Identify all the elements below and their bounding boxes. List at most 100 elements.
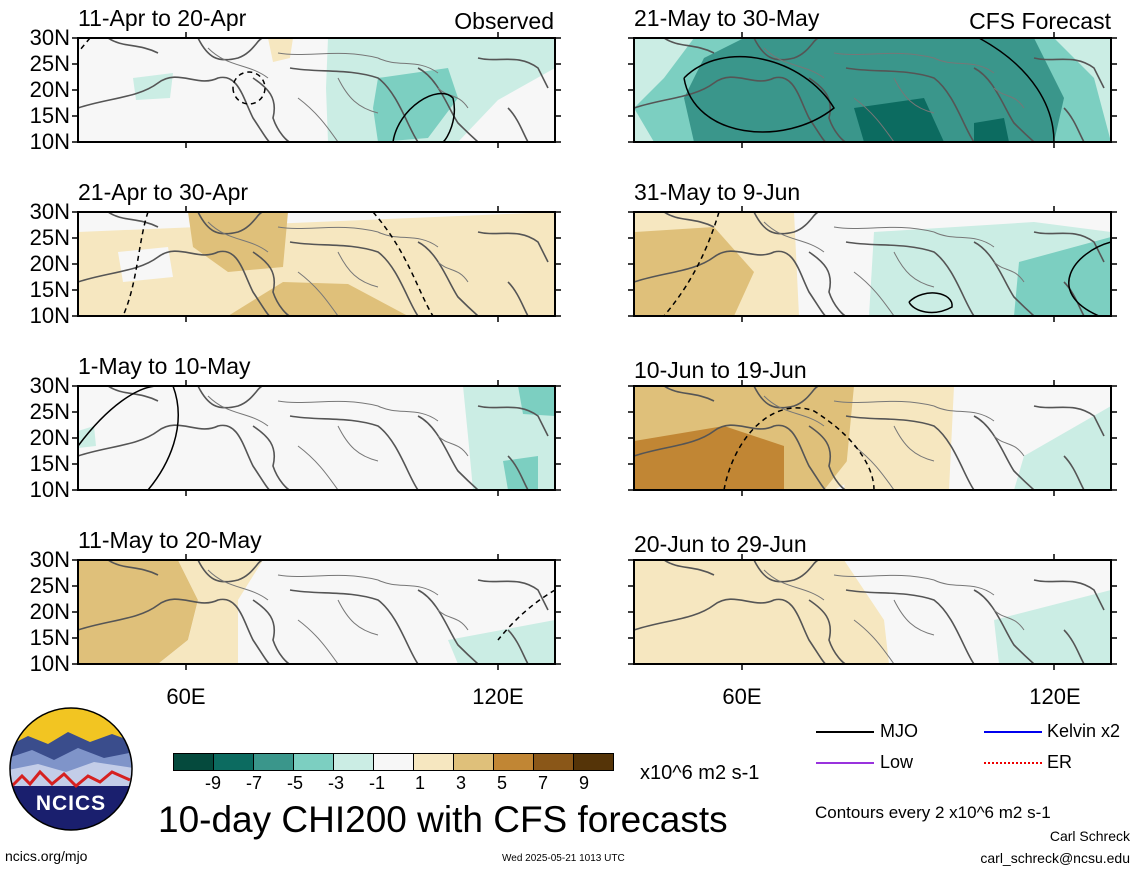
lat-tick-10n: 10N [29, 651, 70, 676]
colorbar-tick: 7 [537, 773, 549, 793]
coastline [477, 231, 549, 263]
coastline [973, 589, 1035, 664]
colorbar-tick: -9 [204, 773, 222, 793]
panel-title-left-2: 21-Apr to 30-Apr [78, 179, 249, 205]
panel-title-left-1: 11-Apr to 20-Apr [78, 5, 247, 31]
coastline [289, 589, 419, 664]
observed-label: Observed [454, 8, 554, 34]
lat-tick-25n: 25N [29, 225, 70, 250]
coastline [197, 386, 264, 409]
coastline [197, 560, 264, 583]
author-email[interactable]: carl_schreck@ncsu.edu [980, 850, 1130, 866]
colorbar-tick: 3 [455, 773, 467, 793]
site-link[interactable]: ncics.org/mjo [5, 848, 88, 864]
coastline [973, 67, 1035, 142]
colorbar [173, 753, 614, 771]
country-border [763, 221, 825, 253]
coastline [845, 589, 975, 664]
lon-tick-60e: 60E [166, 684, 206, 709]
coastline [663, 38, 715, 54]
country-border [337, 599, 379, 636]
shading-region [518, 386, 555, 416]
country-border [933, 231, 995, 248]
coastline [973, 415, 1035, 490]
panel-title-right-4: 20-Jun to 29-Jun [634, 531, 807, 557]
coastline [107, 386, 159, 402]
lat-tick-20n: 20N [29, 77, 70, 102]
country-border [763, 569, 825, 601]
coastline [507, 629, 529, 664]
shading-region [1014, 237, 1111, 316]
country-border [277, 52, 379, 59]
coastline [1063, 455, 1085, 490]
lat-tick-20n: 20N [29, 425, 70, 450]
lat-tick-25n: 25N [29, 399, 70, 424]
coastline [1033, 579, 1105, 611]
lat-tick-10n: 10N [29, 477, 70, 502]
coastline [78, 76, 271, 142]
mjo-contour [978, 38, 1055, 142]
country-border [207, 221, 269, 253]
country-border [833, 52, 935, 59]
colorbar-swatch [333, 753, 374, 771]
country-border [993, 261, 1025, 283]
coastline [845, 67, 975, 142]
lat-tick-30n: 30N [29, 373, 70, 398]
shading-region [634, 426, 784, 490]
lon-tick-120e: 120E [472, 684, 524, 709]
country-border [437, 609, 469, 631]
colorbar-tick: -7 [245, 773, 263, 793]
shading-region [974, 118, 1009, 142]
panel-title-left-3: 1-May to 10-May [78, 353, 251, 379]
legend-line-low [816, 762, 874, 764]
coastline [1033, 231, 1105, 263]
country-border [277, 574, 379, 581]
coastline [289, 67, 419, 142]
shading-region [78, 560, 198, 664]
country-border [893, 425, 935, 462]
coastline [634, 76, 827, 142]
coastline [107, 38, 159, 54]
shading-region [78, 426, 96, 448]
lat-tick-20n: 20N [29, 599, 70, 624]
colorbar-tick: -5 [286, 773, 304, 793]
panel-title-right-2: 31-May to 9-Jun [634, 179, 801, 205]
lat-tick-25n: 25N [29, 51, 70, 76]
colorbar-tick: 1 [414, 773, 426, 793]
country-border [853, 97, 895, 142]
panel-title-right-3: 10-Jun to 19-Jun [634, 357, 807, 383]
coastline [808, 599, 847, 664]
country-border [207, 395, 269, 427]
legend-label-kelvin: Kelvin x2 [1047, 721, 1121, 741]
timestamp: Wed 2025-05-21 1013 UTC [502, 853, 625, 864]
country-border [377, 231, 439, 248]
lat-tick-10n: 10N [29, 129, 70, 154]
coastline [289, 415, 419, 490]
coastline [634, 598, 827, 664]
coastline [252, 77, 291, 142]
panel-title-right-1: 21-May to 30-May [634, 5, 820, 31]
coastline [1063, 629, 1085, 664]
coastline [753, 560, 820, 583]
country-border [377, 579, 439, 596]
legend-label-er: ER [1047, 752, 1073, 772]
country-border [277, 226, 379, 233]
country-border [297, 97, 339, 142]
colorbar-tick: 9 [578, 773, 590, 793]
country-border [763, 395, 825, 427]
shading-region [503, 456, 538, 490]
coastline [663, 560, 715, 576]
country-border [437, 261, 469, 283]
country-border [337, 251, 379, 288]
mjo-contour [497, 589, 555, 641]
country-border [853, 619, 895, 664]
colorbar-swatch [213, 753, 254, 771]
lat-tick-15n: 15N [29, 625, 70, 650]
shading-region [448, 620, 555, 664]
colorbar-units: x10^6 m2 s-1 [640, 762, 760, 784]
legend-label-low: Low [880, 752, 914, 772]
country-border [933, 57, 995, 74]
country-border [297, 619, 339, 664]
